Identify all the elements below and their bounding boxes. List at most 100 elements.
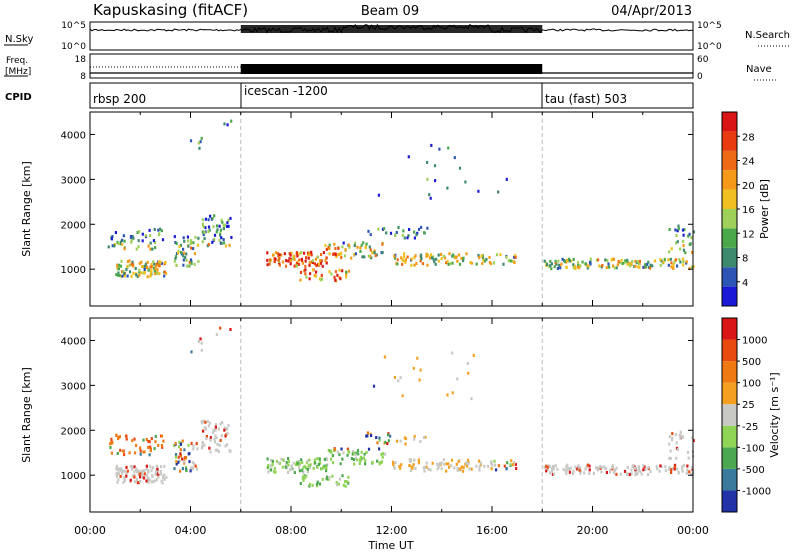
power-cell	[130, 240, 133, 244]
power-cell	[273, 260, 276, 264]
velocity-cbar-tick-label: -100	[742, 443, 765, 454]
power-cell	[215, 224, 219, 228]
velocity-cell	[686, 468, 689, 472]
velocity-cell	[229, 328, 232, 331]
power-cell	[123, 247, 126, 251]
power-cell	[285, 259, 288, 263]
power-cell	[143, 271, 146, 275]
velocity-cell	[630, 468, 633, 472]
power-cell	[190, 246, 193, 250]
power-cell	[219, 228, 223, 232]
velocity-cbar-tick-label: 100	[742, 379, 761, 390]
power-cell	[126, 274, 129, 278]
velocity-cell	[148, 440, 151, 444]
power-cell	[634, 259, 637, 263]
power-cell	[140, 260, 143, 264]
velocity-cell	[671, 436, 674, 440]
velocity-cell	[344, 480, 347, 483]
velocity-cell	[634, 473, 637, 477]
power-cell	[445, 261, 448, 265]
power-cell	[404, 260, 407, 264]
velocity-cell	[375, 436, 378, 439]
power-cell	[126, 260, 129, 264]
power-cell	[430, 253, 433, 257]
power-cell	[198, 146, 201, 150]
power-cell	[613, 266, 617, 270]
power-cell	[397, 226, 400, 229]
velocity-cell	[414, 467, 417, 470]
power-cbar-tick-label: 24	[742, 157, 755, 168]
velocity-cell	[327, 477, 330, 481]
power-cell	[683, 228, 686, 232]
power-cell	[298, 252, 301, 256]
velocity-cell	[178, 445, 181, 449]
power-cell	[410, 257, 413, 261]
velocity-cell	[163, 478, 166, 481]
power-cell	[679, 247, 682, 251]
velocity-cell	[356, 449, 360, 453]
velocity-cell	[320, 467, 323, 471]
power-cell	[688, 267, 691, 271]
velocity-cell	[478, 459, 481, 463]
power-cell	[513, 261, 516, 264]
power-cell	[670, 247, 673, 251]
velocity-cell	[135, 467, 138, 471]
power-cell	[621, 262, 624, 265]
velocity-cell	[111, 441, 114, 445]
velocity-cell	[190, 350, 193, 354]
velocity-cell	[371, 460, 374, 464]
power-cell	[219, 231, 222, 235]
power-cell	[222, 238, 225, 241]
velocity-cell	[478, 468, 481, 472]
power-cell	[677, 227, 680, 231]
power-cell	[413, 236, 416, 240]
velocity-cell	[154, 434, 157, 438]
power-cell	[359, 249, 362, 253]
velocity-cell	[118, 467, 121, 471]
nave-tick-top: 60	[697, 55, 709, 65]
velocity-cell	[686, 450, 690, 454]
velocity-cell	[149, 445, 152, 449]
velocity-cell	[562, 468, 565, 471]
velocity-cell	[278, 461, 282, 465]
power-cell	[305, 256, 308, 260]
velocity-cell	[568, 467, 571, 471]
power-cell	[403, 252, 406, 256]
power-cell	[123, 271, 126, 275]
power-cell	[151, 247, 154, 251]
velocity-cell	[392, 463, 395, 467]
velocity-cell	[612, 471, 616, 475]
velocity-cell	[189, 469, 192, 473]
power-cell	[283, 252, 286, 256]
velocity-cell	[145, 479, 148, 483]
velocity-cell	[378, 462, 381, 466]
velocity-cell	[397, 379, 400, 383]
power-cell	[204, 217, 207, 221]
velocity-cell	[200, 348, 203, 352]
power-cell	[556, 267, 559, 270]
power-cell	[316, 255, 319, 259]
power-cell	[118, 274, 121, 278]
power-cell	[420, 254, 423, 258]
velocity-cell	[642, 464, 645, 468]
power-cell	[371, 251, 374, 255]
velocity-cell	[475, 464, 478, 468]
velocity-cell	[685, 471, 688, 475]
velocity-cell	[298, 469, 301, 473]
velocity-cell	[142, 438, 145, 442]
velocity-cell	[362, 456, 365, 460]
velocity-cell	[644, 468, 647, 471]
power-cell	[310, 260, 313, 264]
velocity-cell	[123, 469, 126, 473]
power-cell	[477, 189, 480, 193]
power-cell	[314, 274, 318, 278]
velocity-cell	[551, 469, 554, 473]
velocity-cell	[148, 478, 151, 482]
power-cell	[340, 251, 343, 255]
power-cell	[123, 274, 126, 278]
velocity-cell	[298, 461, 301, 465]
power-cell	[136, 231, 139, 234]
velocity-cell	[466, 362, 469, 365]
power-cell	[187, 244, 190, 248]
power-cell	[340, 256, 343, 260]
